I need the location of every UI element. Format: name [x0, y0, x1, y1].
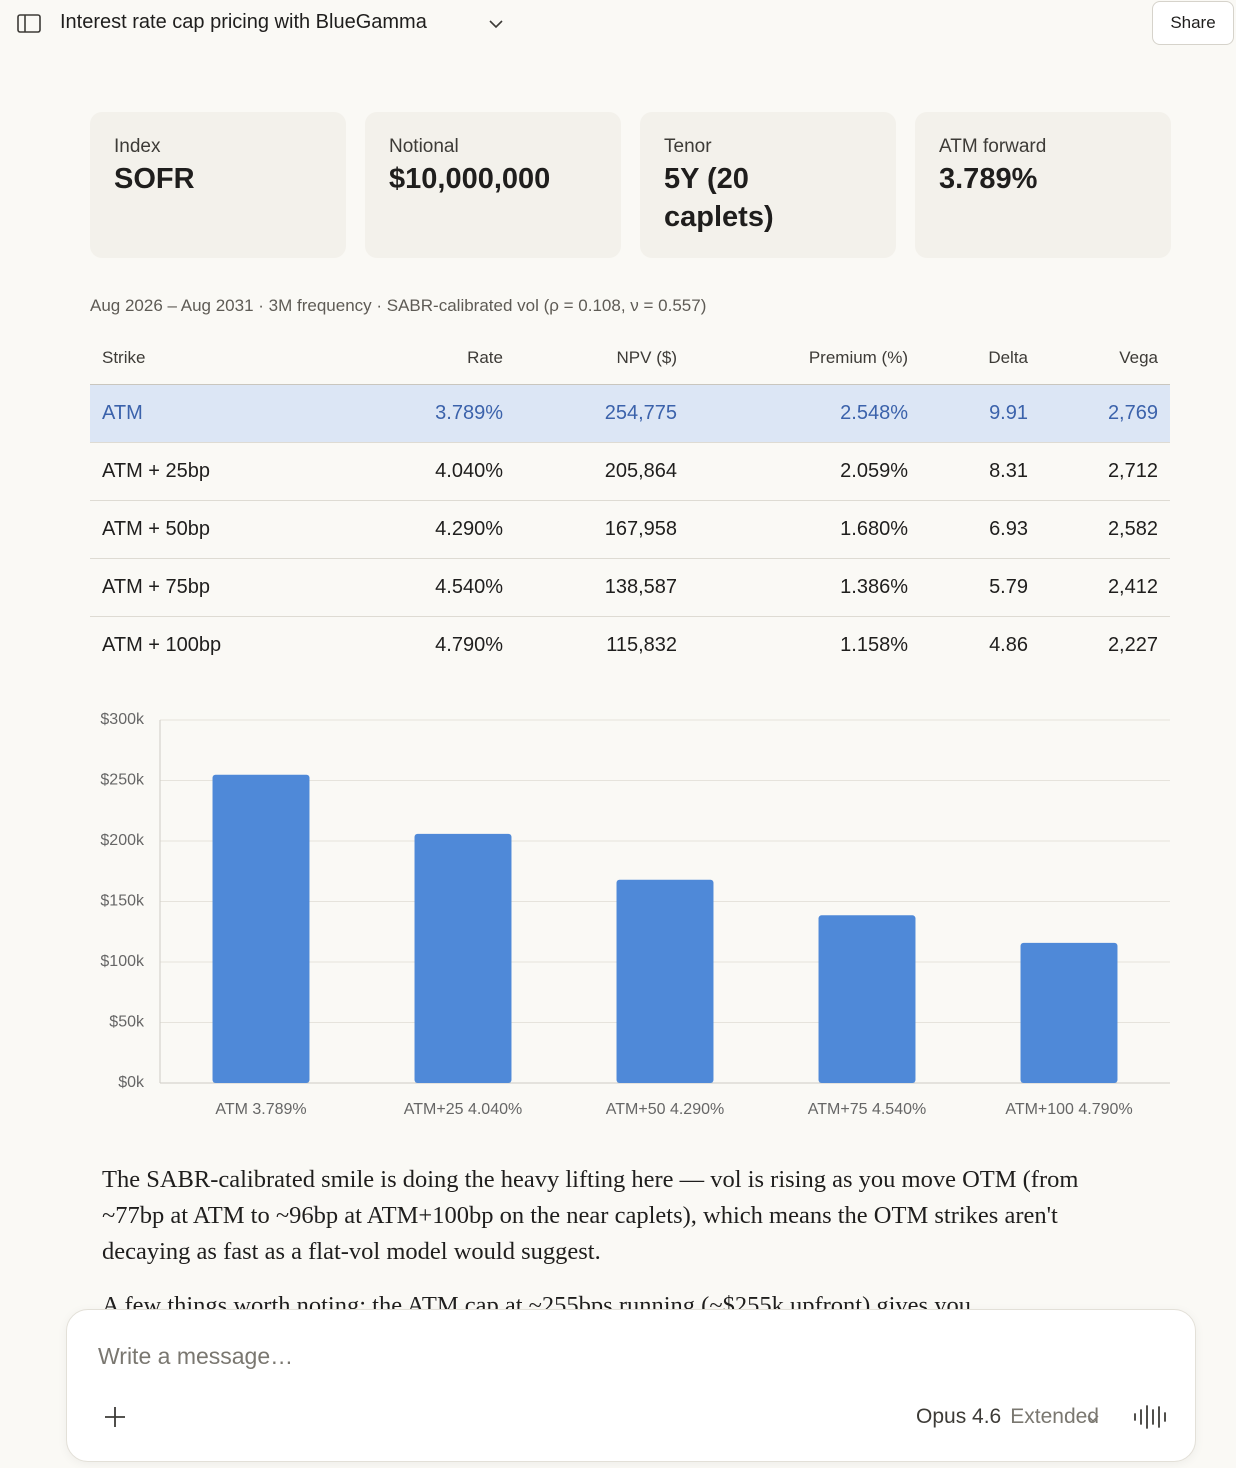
voice-button[interactable]	[1133, 1404, 1167, 1430]
table-cell: 2,582	[1107, 518, 1158, 540]
model-mode: Extended	[1010, 1405, 1099, 1428]
card-label: Notional	[389, 136, 459, 157]
y-tick-label: $150k	[100, 893, 145, 910]
card-value: SOFR	[114, 163, 195, 195]
results-table: Strike Rate NPV ($) Premium (%) Delta Vega ATM…	[90, 332, 1170, 674]
column-header: Delta	[988, 348, 1028, 367]
table-cell: 4.790%	[435, 634, 503, 656]
conversation-title[interactable]: Interest rate cap pricing with BlueGamma	[60, 11, 427, 33]
table-caption: Aug 2026 – Aug 2031 · 3M frequency · SAB…	[90, 296, 707, 315]
table-cell: 4.540%	[435, 576, 503, 598]
table-row: ATM + 100bp 4.790% 115,832 1.158% 4.86 2,227	[90, 617, 1170, 674]
x-tick-label: ATM+75 4.540%	[808, 1101, 926, 1118]
summary-card: ATM forward 3.789%	[915, 112, 1171, 258]
table-cell: 9.91	[989, 402, 1028, 424]
table-cell: 2.059%	[840, 460, 908, 482]
table-cell: 254,775	[604, 402, 677, 424]
card-value: 5Y (20 caplets)	[664, 163, 774, 233]
bar	[818, 915, 916, 1083]
summary-card: Notional $10,000,000	[365, 112, 621, 258]
message-input[interactable]: Write a message…	[98, 1343, 294, 1369]
y-tick-label: $100k	[100, 953, 145, 970]
card-label: ATM forward	[939, 136, 1047, 157]
bar	[616, 879, 714, 1083]
y-tick-label: $0k	[118, 1074, 145, 1091]
table-row: ATM + 50bp 4.290% 167,958 1.680% 6.93 2,582	[90, 501, 1170, 559]
share-button[interactable]: Share	[1152, 1, 1234, 45]
npv-chart: $0k $50k $100k $150k $200k $250k $300k ATM 3.78…	[100, 711, 1170, 1118]
table-cell: 6.93	[989, 518, 1028, 540]
bar	[1020, 942, 1118, 1083]
table-header-row: Strike Rate NPV ($) Premium (%) Delta Vega	[90, 332, 1170, 385]
model-selector[interactable]: Opus 4.6 Extended	[916, 1405, 1099, 1429]
table-cell: 4.86	[989, 634, 1028, 656]
table-cell: 1.680%	[840, 518, 908, 540]
add-button[interactable]	[103, 1405, 127, 1429]
summary-card: Index SOFR	[90, 112, 346, 258]
table-cell: ATM	[102, 402, 143, 424]
column-header: Premium (%)	[808, 348, 908, 367]
table-cell: 138,587	[604, 576, 677, 598]
summary-card: Tenor 5Y (20 caplets)	[640, 112, 896, 258]
model-name: Opus 4.6	[916, 1405, 1002, 1428]
bar	[212, 774, 310, 1083]
x-tick-label: ATM+100 4.790%	[1005, 1101, 1132, 1118]
table-cell: 1.386%	[840, 576, 908, 598]
column-header: NPV ($)	[616, 348, 677, 367]
column-header: Rate	[467, 348, 503, 367]
y-tick-label: $300k	[100, 711, 145, 728]
table-cell: ATM + 50bp	[102, 518, 211, 540]
table-cell: 167,958	[604, 518, 677, 540]
sidebar-toggle[interactable]	[16, 12, 44, 36]
card-label: Tenor	[664, 136, 712, 157]
table-cell: 4.040%	[435, 460, 503, 482]
x-tick-label: ATM+50 4.290%	[606, 1101, 724, 1118]
table-cell: 2,769	[1107, 402, 1158, 424]
table-cell: 2,712	[1107, 460, 1158, 482]
message-composer: Write a message… Opus 4.6 Extended	[66, 1309, 1196, 1462]
table-cell: 2.548%	[840, 402, 908, 424]
table-row: ATM + 25bp 4.040% 205,864 2.059% 8.31 2,712	[90, 443, 1170, 501]
table-cell: 2,412	[1107, 576, 1158, 598]
table-cell: 205,864	[604, 460, 677, 482]
table-cell: 4.290%	[435, 518, 503, 540]
column-header: Vega	[1119, 348, 1158, 367]
card-value: 3.789%	[939, 163, 1038, 195]
table-cell: 3.789%	[435, 402, 503, 424]
card-value: $10,000,000	[389, 163, 551, 195]
model-chevron[interactable]	[1085, 1410, 1101, 1426]
y-tick-label: $200k	[100, 832, 145, 849]
card-label: Index	[114, 136, 161, 157]
y-tick-label: $250k	[100, 772, 145, 789]
paragraph: The SABR-calibrated smile is doing the h…	[102, 1166, 1079, 1265]
table-cell: ATM + 100bp	[102, 634, 222, 656]
y-tick-label: $50k	[109, 1014, 145, 1031]
x-tick-label: ATM 3.789%	[215, 1101, 306, 1118]
table-cell: 115,832	[606, 634, 677, 656]
x-tick-label: ATM+25 4.040%	[404, 1101, 522, 1118]
title-chevron[interactable]	[486, 14, 506, 34]
table-row: ATM + 75bp 4.540% 138,587 1.386% 5.79 2,412	[90, 559, 1170, 617]
table-cell: 5.79	[989, 576, 1028, 598]
table-cell: 2,227	[1107, 634, 1158, 656]
column-header: Strike	[102, 348, 146, 367]
table-cell: 1.158%	[840, 634, 908, 656]
table-cell: ATM + 75bp	[102, 576, 211, 598]
table-cell: 8.31	[989, 460, 1028, 482]
table-row: ATM 3.789% 254,775 2.548% 9.91 2,769	[90, 385, 1170, 443]
bar	[414, 833, 512, 1083]
table-cell: ATM + 25bp	[102, 460, 211, 482]
